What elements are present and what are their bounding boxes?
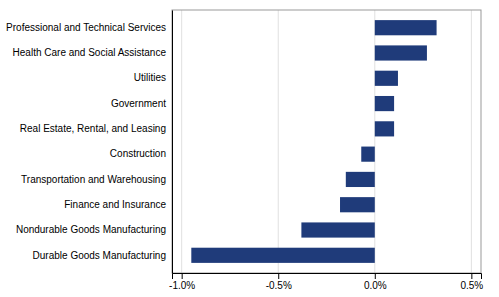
grid-line bbox=[181, 10, 182, 273]
y-tick-label: Government bbox=[111, 98, 166, 109]
x-tick: 0.5% bbox=[460, 273, 483, 291]
x-tick-label: 0.0% bbox=[364, 280, 387, 291]
bars bbox=[191, 20, 436, 263]
plot-frame bbox=[172, 10, 481, 273]
y-tick: Real Estate, Rental, and Leasing bbox=[20, 123, 172, 134]
bar bbox=[375, 71, 398, 86]
y-tick-label: Transportation and Warehousing bbox=[21, 174, 166, 185]
bar bbox=[375, 45, 427, 60]
y-tick: Nondurable Goods Manufacturing bbox=[16, 224, 172, 235]
bar bbox=[375, 20, 437, 35]
bar bbox=[340, 197, 375, 212]
y-tick: Professional and Technical Services bbox=[6, 22, 172, 33]
x-tick-label: 0.5% bbox=[460, 280, 483, 291]
x-tick-mark bbox=[182, 273, 183, 279]
x-tick: 0.0% bbox=[364, 273, 387, 291]
x-tick: -0.5% bbox=[266, 273, 292, 291]
y-tick: Finance and Insurance bbox=[64, 199, 172, 210]
y-tick-label: Real Estate, Rental, and Leasing bbox=[20, 123, 166, 134]
y-tick: Construction bbox=[110, 148, 172, 159]
y-axis: Durable Goods Manufacturing Nondurable Go… bbox=[6, 11, 172, 274]
y-tick-label: Health Care and Social Assistance bbox=[13, 47, 167, 58]
y-tick: Durable Goods Manufacturing bbox=[33, 249, 172, 260]
y-tick-label: Professional and Technical Services bbox=[6, 22, 166, 33]
bar bbox=[375, 96, 394, 111]
bar bbox=[375, 121, 394, 136]
bar bbox=[301, 222, 374, 237]
x-tick-mark bbox=[375, 273, 376, 279]
y-tick: Transportation and Warehousing bbox=[21, 174, 172, 185]
y-tick-label: Durable Goods Manufacturing bbox=[33, 249, 166, 260]
y-tick-label: Finance and Insurance bbox=[64, 199, 166, 210]
x-axis-line bbox=[173, 274, 482, 280]
x-tick: -1.0% bbox=[169, 273, 195, 291]
grid-line bbox=[278, 10, 279, 273]
bar bbox=[361, 147, 375, 162]
x-tick-label: -0.5% bbox=[266, 280, 292, 291]
y-tick: Utilities bbox=[134, 72, 172, 83]
x-tick-mark bbox=[471, 273, 472, 279]
y-axis-line bbox=[172, 11, 173, 274]
plot: -1.0% -0.5% 0.0% 0.5% Durable Goods Manufact… bbox=[6, 10, 483, 291]
x-tick-mark bbox=[278, 273, 279, 279]
chart: -1.0% -0.5% 0.0% 0.5% Durable Goods Manufact… bbox=[0, 0, 499, 297]
y-tick-label: Utilities bbox=[134, 72, 166, 83]
y-tick: Health Care and Social Assistance bbox=[13, 47, 172, 58]
grid-line bbox=[471, 10, 472, 273]
x-tick-label: -1.0% bbox=[169, 280, 195, 291]
bar bbox=[191, 248, 374, 263]
y-tick-label: Construction bbox=[110, 148, 166, 159]
x-axis: -1.0% -0.5% 0.0% 0.5% bbox=[169, 273, 483, 291]
y-tick-label: Nondurable Goods Manufacturing bbox=[16, 224, 166, 235]
grid bbox=[182, 10, 472, 273]
bar bbox=[346, 172, 375, 187]
y-tick: Government bbox=[111, 98, 172, 109]
